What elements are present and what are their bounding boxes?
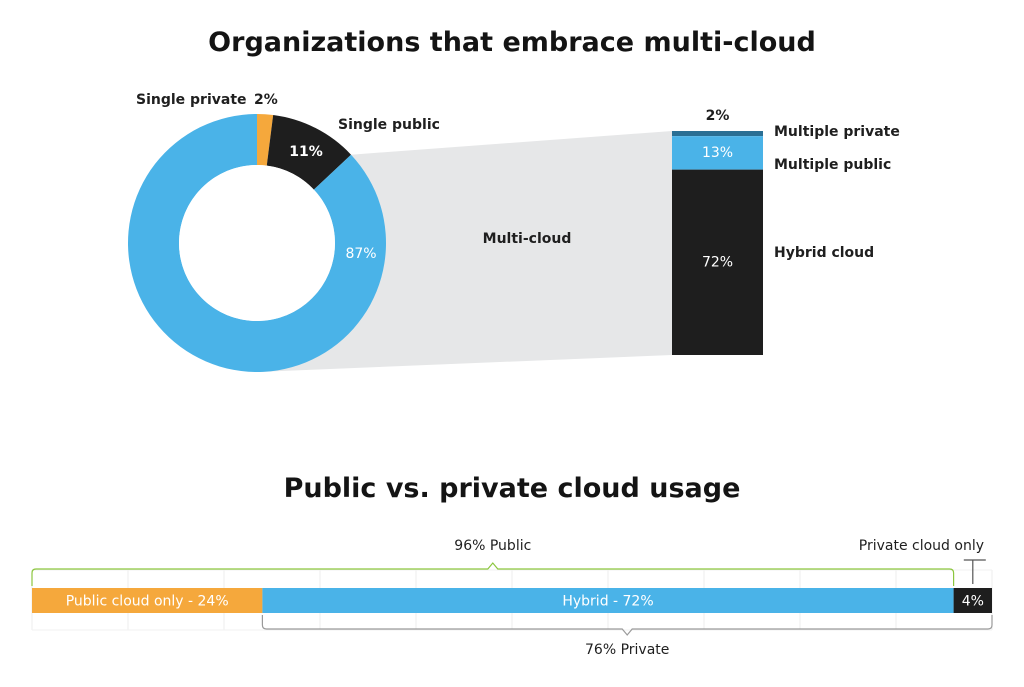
breakdown-segment-hybrid-cloud (672, 169, 763, 355)
chart-title-multicloud: Organizations that embrace multi-cloud (208, 27, 816, 58)
label-single-public: Single public (338, 117, 440, 133)
public-bracket (31, 562, 955, 586)
breakdown-label-multiple-private: Multiple private (774, 124, 900, 140)
breakdown-label-hybrid-cloud: Hybrid cloud (774, 245, 874, 261)
usage-label-hybrid-72: Hybrid - 72% (562, 594, 653, 610)
donut-slice-single-private (257, 114, 274, 166)
label-multi-cloud: Multi-cloud (483, 231, 572, 247)
breakdown-value-multiple-private: 2% (706, 108, 730, 124)
value-label-single-private: 2% (254, 92, 278, 108)
value-label-single-public: 11% (289, 144, 323, 160)
breakdown-value-multiple-public: 13% (702, 145, 733, 161)
private-only-label: Private cloud only (859, 538, 984, 554)
donut-hole (179, 165, 335, 321)
usage-segment-hybrid-72 (262, 588, 954, 613)
usage-label-4: 4% (962, 594, 984, 610)
breakdown-segment-multiple-private (672, 131, 763, 137)
private-bracket-label: 76% Private (585, 642, 669, 658)
private-bracket (261, 615, 993, 636)
donut-slice-multi-cloud (127, 114, 386, 373)
public-bracket-label: 96% Public (454, 538, 531, 554)
usage-segment-public-cloud-only-24 (32, 588, 263, 613)
value-label-multi-cloud: 87% (345, 246, 376, 262)
breakdown-label-multiple-public: Multiple public (774, 157, 891, 173)
usage-label-public-cloud-only-24: Public cloud only - 24% (66, 594, 229, 610)
donut-slice-single-public (266, 115, 352, 190)
breakdown-value-hybrid-cloud: 72% (702, 254, 733, 270)
chart-title-usage: Public vs. private cloud usage (283, 473, 741, 504)
usage-segment-4 (953, 588, 992, 613)
breakdown-segment-multiple-public (672, 136, 763, 170)
label-single-private: Single private (136, 92, 247, 108)
